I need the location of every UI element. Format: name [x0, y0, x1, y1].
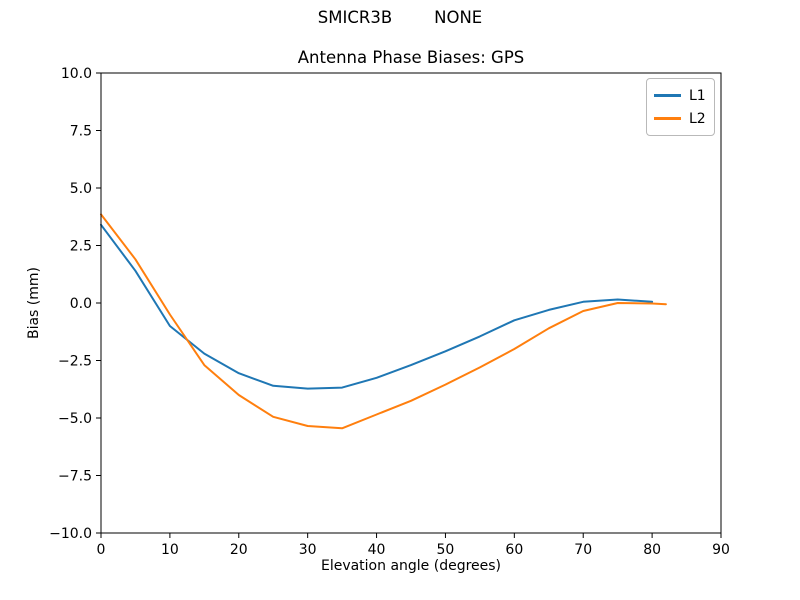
- legend-line-L2: [654, 117, 681, 120]
- axes-box: [100, 72, 722, 534]
- legend-label-L2: L2: [689, 110, 706, 127]
- y-tick-label: 7.5: [70, 124, 92, 140]
- legend-line-L1: [654, 94, 681, 97]
- x-tick-label: 60: [505, 542, 523, 558]
- y-tick-label: −7.5: [58, 469, 92, 485]
- legend-entry-L1: L1: [654, 84, 707, 107]
- y-tick-label: 5.0: [70, 181, 92, 197]
- x-tick-label: 70: [574, 542, 592, 558]
- chart-title: Antenna Phase Biases: GPS: [297, 48, 525, 67]
- legend-entry-L2: L2: [654, 107, 707, 130]
- x-tick-label: 10: [161, 542, 179, 558]
- x-tick-label: 0: [97, 542, 106, 558]
- x-tick-label: 20: [230, 542, 248, 558]
- legend: L1 L2: [646, 78, 715, 136]
- x-tick-label: 50: [437, 542, 455, 558]
- y-tick-label: −5.0: [58, 411, 92, 427]
- x-tick-label: 80: [643, 542, 661, 558]
- x-tick-label: 30: [299, 542, 317, 558]
- y-tick-label: −2.5: [58, 354, 92, 370]
- x-tick-label: 40: [368, 542, 386, 558]
- y-tick-label: −10.0: [49, 526, 92, 542]
- suptitle: SMICR3B NONE: [317, 8, 483, 27]
- y-tick-label: 0.0: [70, 296, 92, 312]
- legend-label-L1: L1: [689, 87, 706, 104]
- y-axis-label: Bias (mm): [26, 266, 42, 340]
- series-line-L2: [100, 213, 667, 430]
- series-line-L1: [100, 223, 654, 390]
- x-tick-label: 90: [712, 542, 730, 558]
- y-tick-label: 10.0: [61, 66, 92, 82]
- x-axis-label: Elevation angle (degrees): [320, 558, 502, 574]
- y-tick-label: 2.5: [70, 239, 92, 255]
